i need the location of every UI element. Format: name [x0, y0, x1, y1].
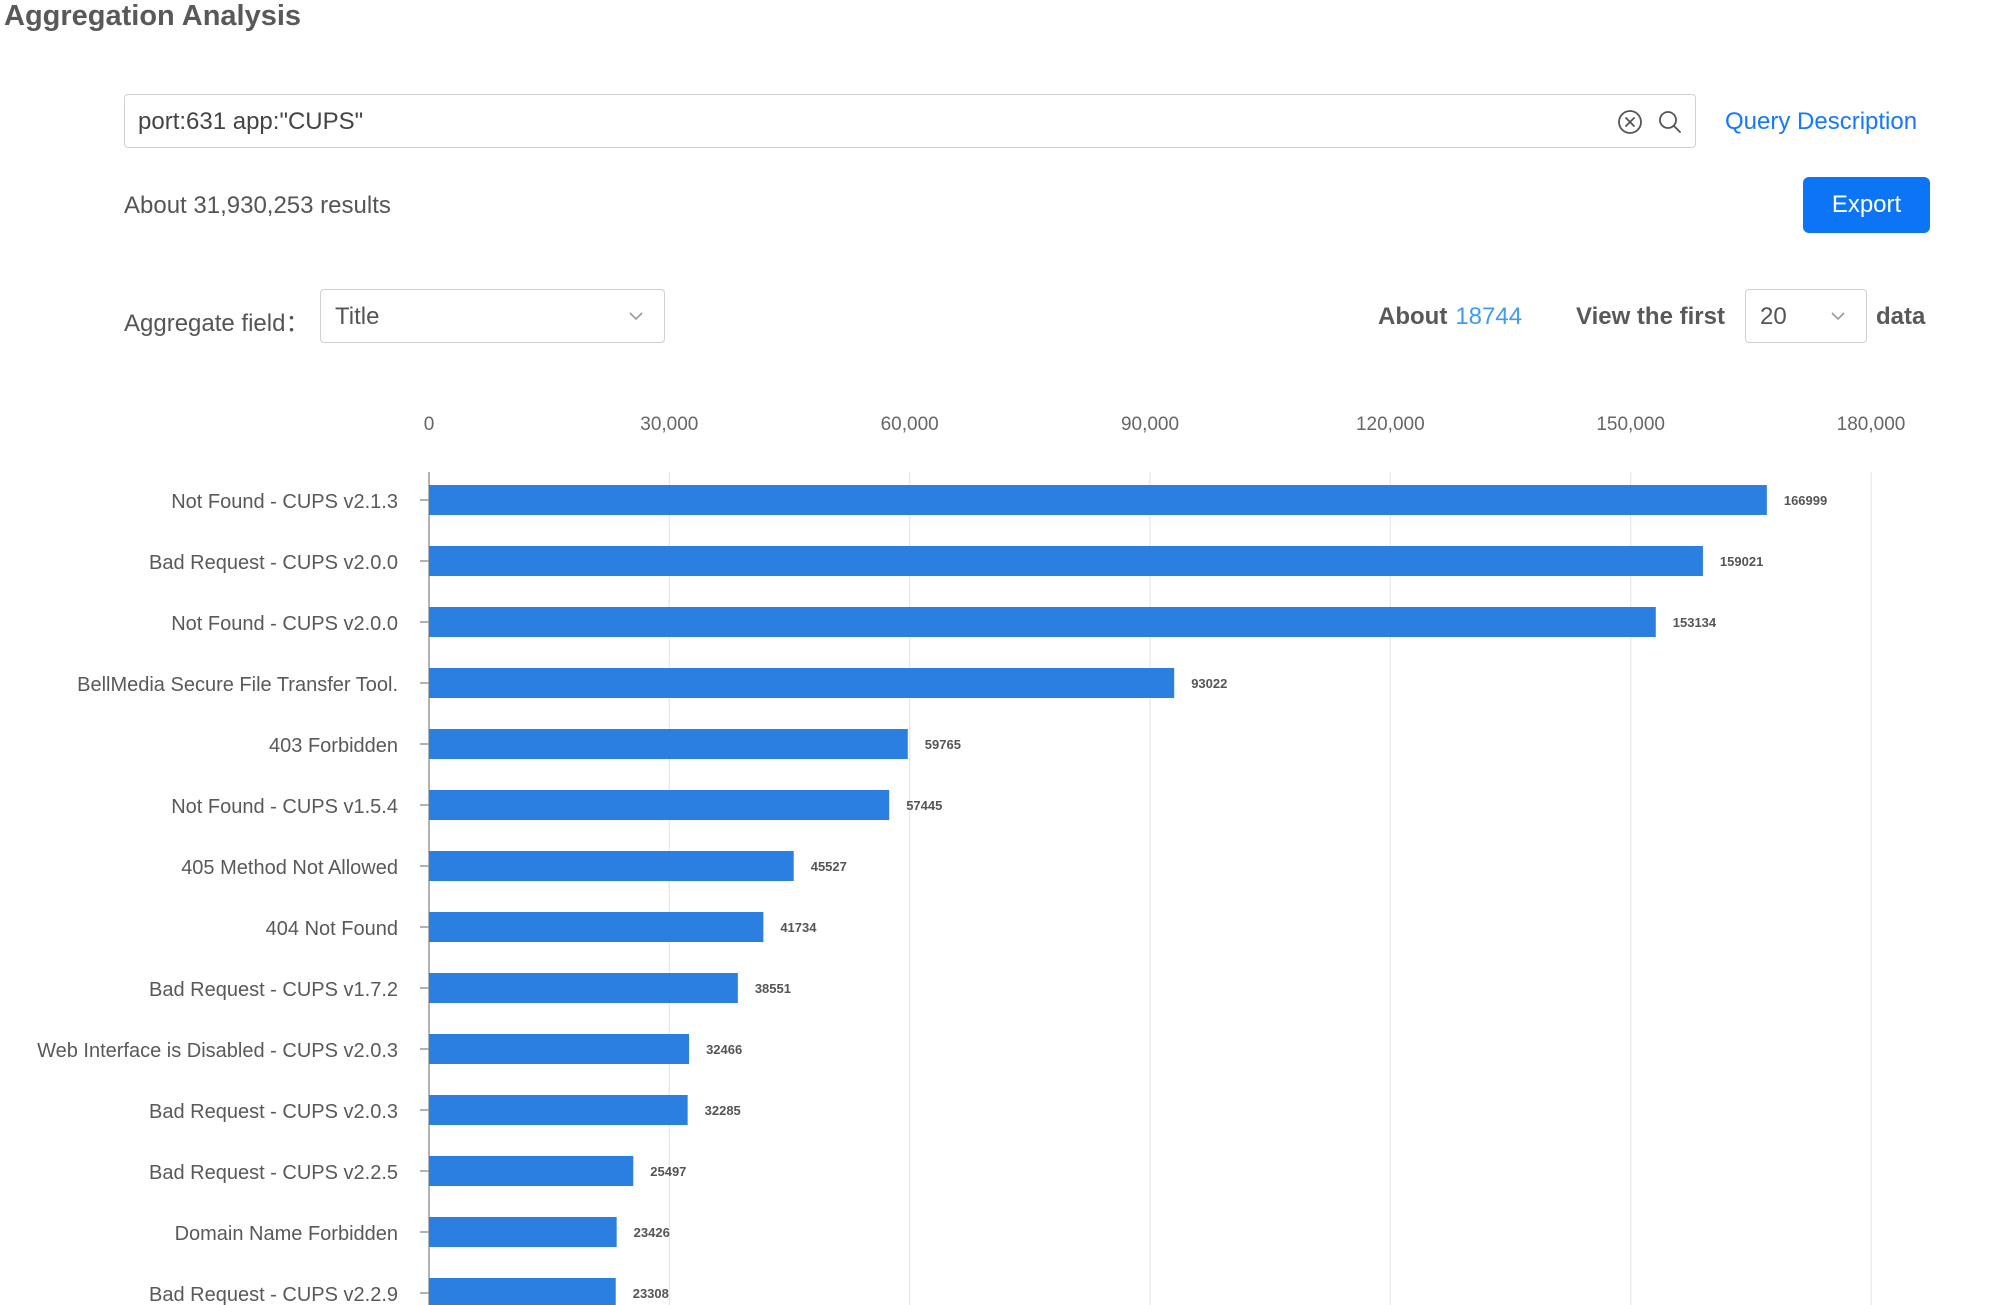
category-label: Web Interface is Disabled - CUPS v2.0.3	[37, 1040, 398, 1062]
search-input[interactable]	[138, 108, 1538, 136]
view-count-select[interactable]: 20	[1745, 289, 1867, 343]
aggregate-field-select[interactable]: Title	[320, 289, 665, 343]
page-title: Aggregation Analysis	[4, 0, 302, 32]
chevron-down-icon	[629, 312, 643, 321]
view-count-value: 20	[1760, 303, 1787, 330]
x-tick-label: 30,000	[640, 414, 698, 435]
x-tick-label: 0	[424, 414, 435, 435]
close-circle-icon[interactable]	[1617, 109, 1643, 135]
data-suffix-label: data	[1876, 303, 1926, 330]
export-button[interactable]: Export	[1803, 177, 1930, 233]
data-label: 59765	[925, 737, 961, 752]
bar	[429, 607, 1656, 637]
search-icon[interactable]	[1657, 109, 1683, 135]
category-label: Not Found - CUPS v1.5.4	[171, 796, 398, 818]
category-label: 403 Forbidden	[269, 735, 398, 757]
about-prefix: About	[1378, 303, 1448, 330]
query-description-link[interactable]: Query Description	[1725, 108, 1918, 135]
bar	[429, 729, 908, 759]
category-label: Domain Name Forbidden	[175, 1223, 398, 1245]
data-label: 57445	[906, 798, 942, 813]
aggregate-field-value: Title	[335, 303, 380, 330]
bar	[429, 485, 1767, 515]
category-label: Bad Request - CUPS v2.0.0	[149, 552, 398, 574]
bar	[429, 973, 738, 1003]
data-label: 38551	[755, 981, 791, 996]
bar	[429, 851, 794, 881]
search-box[interactable]	[124, 94, 1696, 148]
bar	[429, 546, 1703, 576]
data-label: 23308	[633, 1286, 669, 1301]
x-tick-label: 120,000	[1356, 414, 1425, 435]
category-label: BellMedia Secure File Transfer Tool.	[77, 674, 398, 696]
data-label: 153134	[1673, 615, 1717, 630]
x-tick-label: 60,000	[881, 414, 939, 435]
category-label: Not Found - CUPS v2.1.3	[171, 491, 398, 513]
bar	[429, 1278, 616, 1305]
data-label: 32466	[706, 1042, 742, 1057]
x-tick-label: 90,000	[1121, 414, 1179, 435]
x-tick-label: 150,000	[1596, 414, 1665, 435]
bar	[429, 1156, 634, 1186]
results-count: About 31,930,253 results	[124, 192, 391, 219]
category-label: 405 Method Not Allowed	[181, 857, 398, 879]
bar	[429, 668, 1175, 698]
about-count: 18744	[1455, 303, 1523, 330]
category-label: Bad Request - CUPS v2.2.5	[149, 1162, 398, 1184]
aggregate-field-label: Aggregate field：	[124, 310, 310, 337]
data-label: 25497	[650, 1164, 686, 1179]
category-label: Bad Request - CUPS v1.7.2	[149, 979, 398, 1001]
bar	[429, 1217, 617, 1247]
category-label: Bad Request - CUPS v2.0.3	[149, 1101, 398, 1123]
category-label: Not Found - CUPS v2.0.0	[171, 613, 398, 635]
bar	[429, 1095, 688, 1125]
category-label: 404 Not Found	[266, 918, 398, 940]
data-label: 93022	[1191, 676, 1227, 691]
data-label: 159021	[1720, 554, 1763, 569]
aggregation-bar-chart: 0 30,000 60,000 90,000 120,000 150,000 180,000…	[37, 414, 1906, 1305]
data-label: 45527	[811, 859, 847, 874]
bar	[429, 912, 764, 942]
category-label: Bad Request - CUPS v2.2.9	[149, 1284, 398, 1305]
data-label: 166999	[1784, 493, 1827, 508]
data-label: 23426	[634, 1225, 670, 1240]
chevron-down-icon	[1831, 312, 1845, 321]
data-label: 32285	[705, 1103, 741, 1118]
data-label: 41734	[780, 920, 817, 935]
x-tick-label: 180,000	[1837, 414, 1906, 435]
about-count-label: About 18744	[1378, 303, 1522, 331]
bar	[429, 790, 890, 820]
view-first-label: View the first	[1576, 303, 1725, 330]
bar	[429, 1034, 690, 1064]
